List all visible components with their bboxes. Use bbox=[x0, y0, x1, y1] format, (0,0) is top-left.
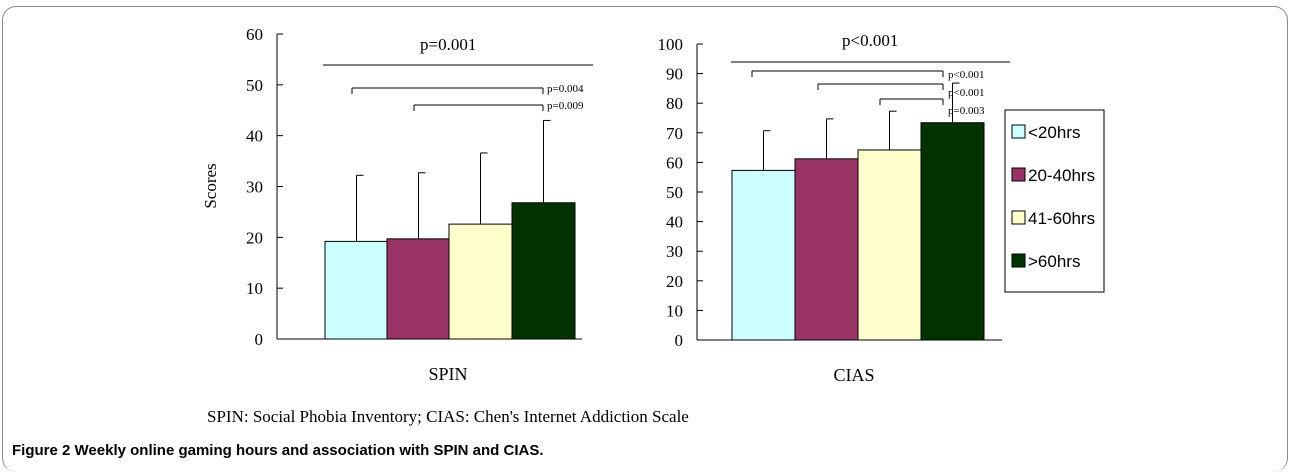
y-tick-label: 30 bbox=[666, 242, 683, 261]
y-tick-label: 50 bbox=[246, 76, 263, 95]
y-tick-label: 20 bbox=[666, 272, 683, 291]
legend-label: >60hrs bbox=[1028, 252, 1080, 271]
bar-lt20hrs bbox=[731, 169, 796, 341]
legend-label: <20hrs bbox=[1028, 123, 1080, 142]
y-tick-label: 100 bbox=[658, 35, 684, 54]
y-tick-label: 60 bbox=[666, 153, 683, 172]
bar-gt60hrs bbox=[920, 122, 985, 341]
y-tick-label: 80 bbox=[666, 94, 683, 113]
bar-20-40hrs bbox=[386, 238, 451, 340]
y-tick-label: 40 bbox=[666, 213, 683, 232]
legend-swatch bbox=[1011, 167, 1026, 182]
y-tick-label: 0 bbox=[255, 330, 264, 349]
bar-41-60hrs bbox=[448, 223, 513, 340]
comparison-p-value: p<0.001 bbox=[948, 87, 984, 99]
legend-swatch bbox=[1011, 253, 1026, 268]
legend: <20hrs 20-40hrs 41-60hrs >60hrs bbox=[1004, 109, 1105, 293]
y-tick-label: 20 bbox=[246, 228, 263, 247]
y-tick-label: 60 bbox=[246, 25, 263, 44]
y-tick-label: 0 bbox=[675, 331, 684, 350]
y-axis-label: Scores bbox=[201, 163, 220, 208]
y-tick-label: 50 bbox=[666, 183, 683, 202]
comparison-p-value: p<0.001 bbox=[948, 69, 984, 81]
y-tick-label: 10 bbox=[246, 279, 263, 298]
figure-frame bbox=[2, 6, 1288, 472]
bar-gt60hrs bbox=[511, 202, 576, 340]
x-axis-label: CIAS bbox=[833, 365, 874, 385]
x-axis-label: SPIN bbox=[428, 364, 467, 384]
y-tick-label: 10 bbox=[666, 301, 683, 320]
figure-footnote: SPIN: Social Phobia Inventory; CIAS: Che… bbox=[207, 407, 689, 426]
figure-label: Figure 2 bbox=[12, 442, 71, 459]
comparison-p-value: p=0.004 bbox=[547, 83, 584, 95]
y-tick-label: 30 bbox=[246, 178, 263, 197]
legend-label: 20-40hrs bbox=[1028, 166, 1095, 185]
comparison-p-value: p=0.001 bbox=[420, 35, 476, 54]
comparison-p-value: p=0.009 bbox=[547, 100, 584, 112]
bar-lt20hrs bbox=[324, 240, 389, 340]
figure-caption: Figure 2 Weekly online gaming hours and … bbox=[12, 442, 544, 459]
y-tick-label: 90 bbox=[666, 65, 683, 84]
bar-20-40hrs bbox=[794, 158, 859, 341]
comparison-p-value: p=0.003 bbox=[948, 105, 985, 117]
y-tick-label: 40 bbox=[246, 127, 263, 146]
legend-swatch bbox=[1011, 124, 1026, 139]
comparison-p-value: p<0.001 bbox=[842, 31, 898, 50]
chart-spin: 0 10 20 30 40 50 60 Scores SPIN p=0.001 p=0.004 p=0… bbox=[201, 25, 593, 384]
charts-group: 0 10 20 30 40 50 60 Scores SPIN p=0.001 p=0.004 p=0… bbox=[201, 25, 1010, 385]
legend-swatch bbox=[1011, 210, 1026, 225]
chart-cias: 0 10 20 30 40 50 60 70 80 90 100 CIAS p<0.001 p<0.001… bbox=[658, 31, 1010, 385]
legend-label: 41-60hrs bbox=[1028, 209, 1095, 228]
bar-41-60hrs bbox=[857, 149, 922, 341]
figure-title: Weekly online gaming hours and associati… bbox=[74, 442, 544, 459]
y-tick-label: 70 bbox=[666, 124, 683, 143]
